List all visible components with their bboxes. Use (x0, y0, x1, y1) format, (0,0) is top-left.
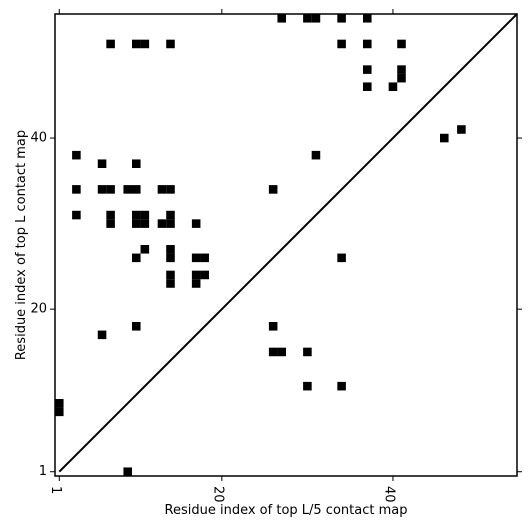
contact-cell (123, 185, 132, 194)
x-tick-label: 20 (210, 486, 225, 503)
contact-cell (311, 150, 321, 160)
x-axis-label: Residue index of top L/5 contact map (165, 503, 408, 518)
contact-cell (166, 219, 175, 228)
contact-cell (397, 39, 406, 49)
contact-cell (72, 150, 81, 160)
contact-cells (55, 14, 466, 476)
contact-cell (97, 330, 107, 340)
contact-cell (268, 185, 278, 194)
contact-cell (277, 14, 286, 23)
contact-cell (303, 347, 312, 357)
contact-cell (191, 270, 201, 280)
contact-cell (132, 322, 141, 331)
contact-cell (363, 39, 372, 49)
contact-cell (191, 279, 201, 288)
contact-cell (97, 159, 107, 168)
contact-cell (268, 322, 278, 331)
contact-cell (268, 347, 278, 357)
contact-cell (140, 39, 150, 49)
contact-cell (166, 210, 175, 220)
contact-cell (337, 253, 346, 263)
contact-cell (106, 39, 115, 49)
contact-cell (200, 270, 209, 280)
contact-cell (140, 219, 150, 228)
y-tick-label: 40 (30, 131, 47, 146)
contact-cell (311, 14, 321, 23)
contact-cell (140, 210, 150, 220)
contact-cell (55, 407, 64, 417)
axis-ticks: 1 20 40 1 20 40 (30, 9, 522, 503)
contact-cell (200, 253, 209, 263)
y-tick-label: 1 (39, 464, 47, 479)
contact-cell (106, 185, 115, 194)
contact-cell (166, 185, 175, 194)
contact-cell (140, 245, 150, 254)
contact-cell (132, 159, 141, 168)
contact-cell (166, 245, 175, 254)
contact-cell (166, 279, 175, 288)
contact-cell (337, 381, 346, 391)
contact-cell (363, 14, 372, 23)
contact-cell (191, 253, 201, 263)
contact-cell (132, 219, 141, 228)
contact-cell (397, 65, 406, 74)
contact-cell (157, 219, 167, 228)
contact-cell (72, 185, 81, 194)
contact-cell (303, 14, 312, 23)
contact-cell (397, 73, 406, 83)
contact-cell (106, 210, 115, 220)
contact-cell (457, 125, 466, 134)
contact-cell (388, 82, 398, 91)
contact-cell (157, 185, 167, 194)
contact-cell (303, 381, 312, 391)
x-tick-label: 40 (381, 486, 396, 503)
contact-cell (277, 347, 286, 357)
contact-cell (132, 253, 141, 263)
contact-cell (337, 39, 346, 49)
contact-cell (440, 133, 449, 143)
contact-cell (191, 219, 201, 228)
contact-cell (166, 253, 175, 263)
contact-cell (166, 39, 175, 49)
contact-cell (132, 39, 141, 49)
contact-cell (72, 210, 81, 220)
contact-cell (132, 185, 141, 194)
contact-cell (337, 14, 346, 23)
contact-cell (106, 219, 115, 228)
contact-cell (55, 399, 64, 408)
y-tick-label: 20 (30, 302, 47, 317)
x-tick-label: 1 (48, 486, 63, 494)
contact-cell (123, 467, 132, 476)
contact-cell (166, 270, 175, 280)
contact-cell (363, 65, 372, 74)
contact-cell (132, 210, 141, 220)
contact-cell (363, 82, 372, 91)
y-axis-label: Residue index of top L contact map (14, 130, 29, 360)
diagonal-line (58, 13, 518, 473)
plot-frame (54, 13, 518, 477)
contact-cell (97, 185, 107, 194)
